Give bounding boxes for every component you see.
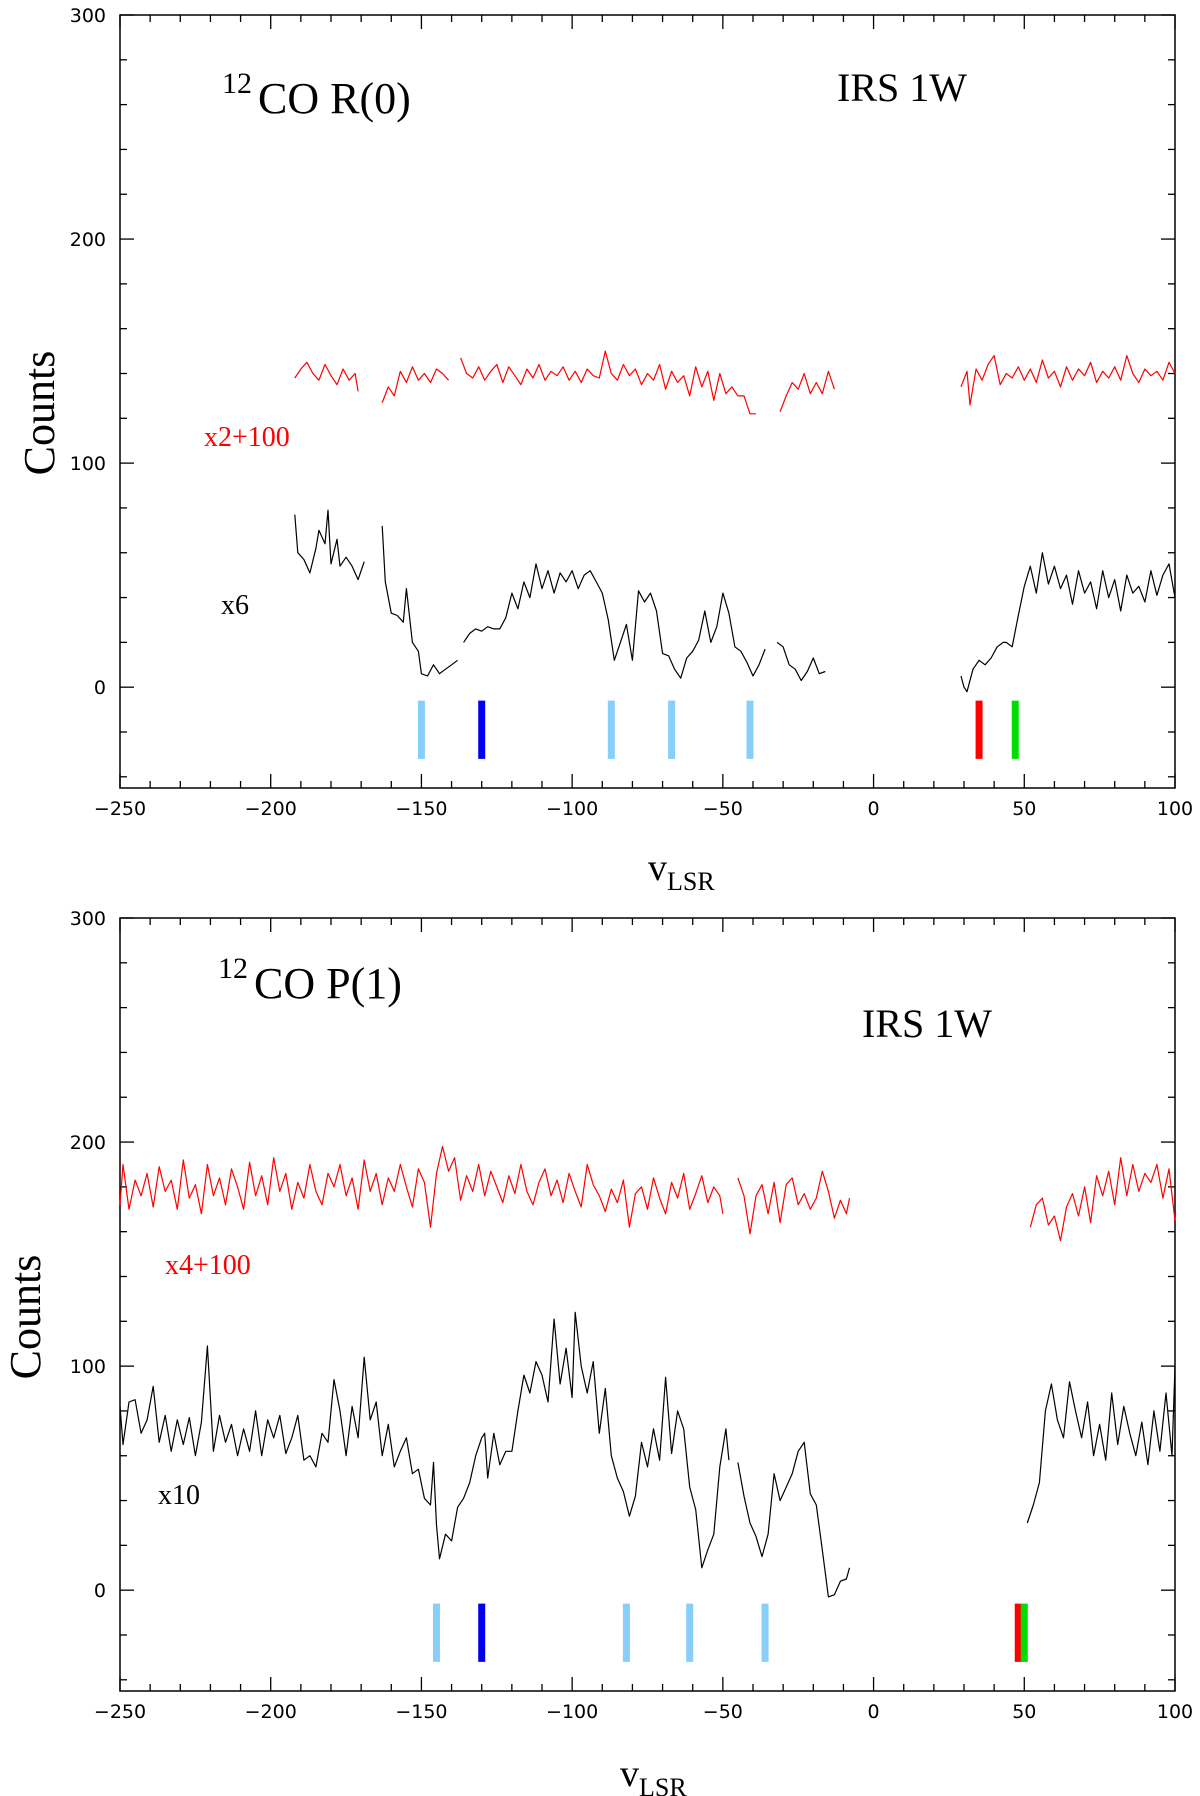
spectrum-segment bbox=[463, 563, 766, 679]
plot-frame bbox=[119, 917, 1176, 1692]
axis-ticks bbox=[119, 917, 1176, 1691]
line-label: CO P(1) bbox=[254, 959, 402, 1008]
line-isotope: 12 bbox=[218, 952, 248, 985]
plot-frame bbox=[119, 14, 1176, 789]
scale-label-red: x2+100 bbox=[204, 422, 290, 453]
x-axis-sub: LSR bbox=[639, 1773, 687, 1796]
spectrum-segment bbox=[960, 552, 1176, 693]
x-tick-label: −250 bbox=[94, 798, 146, 820]
tick-labels: −250 −200 −150 −100 −50 0 50 100 0 100 200 300 bbox=[70, 5, 1193, 820]
axis-ticks bbox=[119, 14, 1176, 788]
x-tick-label: −200 bbox=[245, 1701, 297, 1723]
x-tick-label: 100 bbox=[1157, 798, 1193, 820]
x-tick-label: −100 bbox=[546, 798, 598, 820]
spectrum-segment bbox=[1026, 1366, 1176, 1524]
panel-top-r0: −250 −200 −150 −100 −50 0 50 100 0 100 200 300 12 C… bbox=[15, 5, 1193, 896]
scale-label-black: x10 bbox=[158, 1480, 200, 1511]
y-tick-label: 100 bbox=[70, 1356, 106, 1378]
spectrum-segment bbox=[779, 370, 835, 412]
velocity-markers bbox=[433, 1603, 1028, 1662]
y-tick-label: 0 bbox=[94, 677, 106, 699]
source-label: IRS 1W bbox=[862, 1001, 992, 1046]
x-axis-title: vLSR bbox=[648, 847, 715, 896]
spectrum-segment bbox=[381, 525, 458, 677]
spectrum-segment bbox=[1029, 1157, 1176, 1242]
x-tick-label: 50 bbox=[1012, 1701, 1036, 1723]
spectrum-segment bbox=[294, 361, 359, 392]
y-axis-title: Counts bbox=[1, 1255, 50, 1380]
x-tick-label: −100 bbox=[546, 1701, 598, 1723]
scale-label-red: x4+100 bbox=[165, 1250, 251, 1281]
source-label: IRS 1W bbox=[837, 65, 967, 110]
scale-label-black: x6 bbox=[221, 590, 249, 621]
spectrum-segment bbox=[737, 1170, 851, 1235]
x-tick-label: −50 bbox=[703, 1701, 743, 1723]
spectra-lines bbox=[294, 350, 1176, 693]
y-tick-label: 200 bbox=[70, 1132, 106, 1154]
y-tick-label: 0 bbox=[94, 1580, 106, 1602]
spectrum-segment bbox=[119, 1145, 724, 1228]
spectra-lines bbox=[119, 1145, 1176, 1598]
line-isotope: 12 bbox=[222, 67, 252, 100]
x-axis-sub: LSR bbox=[667, 867, 715, 896]
x-tick-label: −50 bbox=[703, 798, 743, 820]
x-axis-main: v bbox=[648, 847, 667, 889]
spectrum-segment bbox=[294, 509, 365, 581]
tick-labels: −250 −200 −150 −100 −50 0 50 100 0 100 200 300 bbox=[70, 908, 1193, 1723]
x-axis-title: vLSR bbox=[620, 1753, 687, 1796]
x-tick-label: −250 bbox=[94, 1701, 146, 1723]
x-tick-label: 0 bbox=[868, 1701, 880, 1723]
line-label: CO R(0) bbox=[258, 74, 411, 123]
x-tick-label: −200 bbox=[245, 798, 297, 820]
x-tick-label: 100 bbox=[1157, 1701, 1193, 1723]
y-tick-label: 200 bbox=[70, 229, 106, 251]
x-tick-label: 0 bbox=[868, 798, 880, 820]
spectrum-segment bbox=[776, 641, 826, 682]
x-tick-label: −150 bbox=[395, 798, 447, 820]
y-tick-label: 300 bbox=[70, 908, 106, 930]
y-axis-title: Counts bbox=[15, 351, 64, 476]
spectrum-segment bbox=[119, 1311, 730, 1569]
spectrum-segment bbox=[381, 366, 450, 403]
spectrum-segment bbox=[960, 355, 1176, 406]
spectrum-segment bbox=[460, 350, 756, 415]
y-tick-label: 300 bbox=[70, 5, 106, 27]
panel-bottom-p1: −250 −200 −150 −100 −50 0 50 100 0 100 200 300 12 C… bbox=[1, 908, 1193, 1796]
x-tick-label: −150 bbox=[395, 1701, 447, 1723]
spectrum-segment bbox=[737, 1441, 851, 1598]
velocity-markers bbox=[417, 700, 1019, 759]
x-tick-label: 50 bbox=[1012, 798, 1036, 820]
y-tick-label: 100 bbox=[70, 453, 106, 475]
x-axis-main: v bbox=[620, 1753, 639, 1795]
